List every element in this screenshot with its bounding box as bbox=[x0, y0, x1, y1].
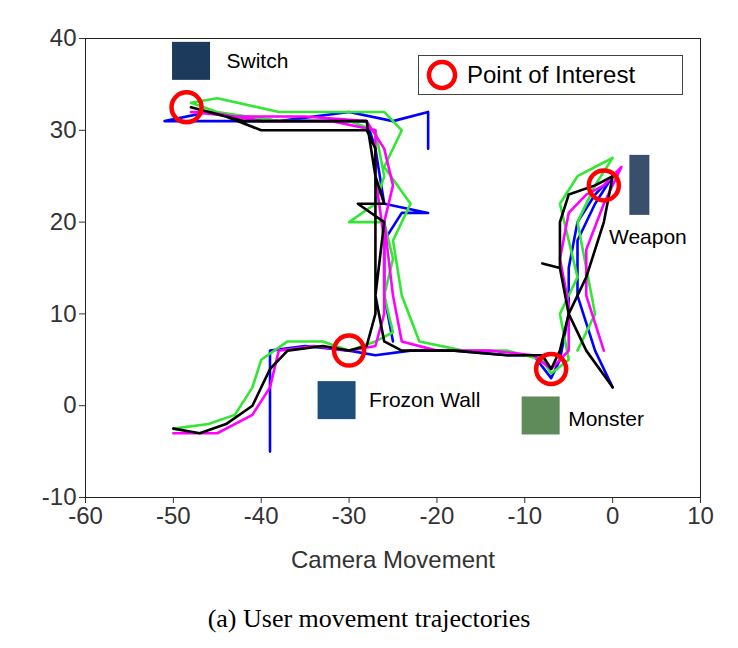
svg-text:0: 0 bbox=[606, 502, 619, 529]
svg-text:20: 20 bbox=[50, 208, 77, 235]
svg-text:-50: -50 bbox=[156, 502, 191, 529]
svg-text:-60: -60 bbox=[68, 502, 103, 529]
svg-text:-40: -40 bbox=[244, 502, 279, 529]
html-text:Point of Interest: Point of Interest bbox=[467, 61, 636, 88]
svg-text:Frozon Wall: Frozon Wall bbox=[369, 388, 480, 411]
svg-text:Weapon: Weapon bbox=[609, 225, 687, 248]
svg-text:10: 10 bbox=[50, 300, 77, 327]
svg-text:0: 0 bbox=[63, 391, 76, 418]
svg-text:40: 40 bbox=[50, 24, 77, 51]
svg-text:10: 10 bbox=[687, 502, 714, 529]
svg-text:Switch: Switch bbox=[227, 49, 289, 72]
html-text:(a) User movement trajectories: (a) User movement trajectories bbox=[207, 604, 531, 633]
svg-text:Monster: Monster bbox=[568, 407, 644, 430]
svg-text:-30: -30 bbox=[332, 502, 367, 529]
svg-text:Camera Movement: Camera Movement bbox=[291, 546, 495, 573]
svg-text:-10: -10 bbox=[507, 502, 542, 529]
svg-text:30: 30 bbox=[50, 116, 77, 143]
svg-text:-10: -10 bbox=[41, 483, 77, 511]
svg-text:-20: -20 bbox=[420, 502, 455, 529]
